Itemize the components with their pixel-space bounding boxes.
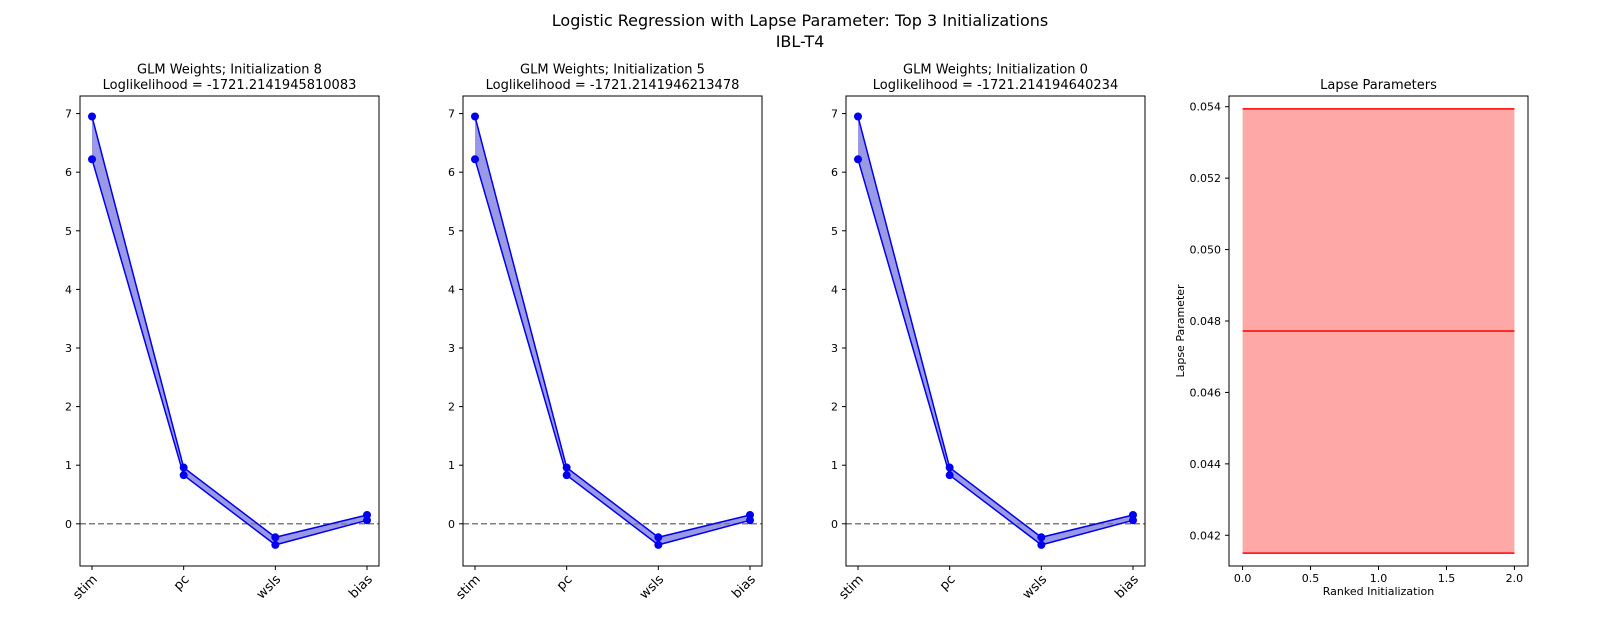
y-tick-label: 3 bbox=[831, 342, 838, 355]
y-axis-label: Lapse Parameter bbox=[1174, 284, 1187, 378]
x-tick-label: 1.0 bbox=[1370, 572, 1388, 585]
weight-point-bias bbox=[1129, 516, 1137, 525]
x-tick-label-stim: stim bbox=[453, 572, 484, 603]
y-tick-label: 0 bbox=[65, 518, 72, 531]
y-tick-label: 3 bbox=[448, 342, 455, 355]
weight-point-wsls bbox=[271, 533, 280, 542]
axes-frame bbox=[462, 95, 763, 567]
lapse-panel: Lapse Parameters Ranked Initialization L… bbox=[1174, 78, 1529, 598]
weights-panel-init-5: GLM Weights; Initialization 5 Loglikelih… bbox=[448, 63, 763, 603]
weight-point-pc bbox=[945, 471, 954, 480]
y-tick-label: 2 bbox=[448, 401, 455, 414]
x-tick-label-bias: bias bbox=[346, 572, 376, 602]
panel-subtitle: Loglikelihood = -1721.2141946213478 bbox=[486, 78, 740, 93]
y-tick-label: 2 bbox=[65, 401, 72, 414]
weight-point-wsls bbox=[1037, 533, 1046, 542]
y-tick-label: 5 bbox=[65, 225, 72, 238]
panel-title: GLM Weights; Initialization 5 bbox=[520, 63, 705, 78]
x-axis-label: Ranked Initialization bbox=[1323, 585, 1434, 598]
weight-point-pc bbox=[562, 471, 571, 480]
x-tick-label-wsls: wsls bbox=[637, 572, 667, 602]
x-tick-label-bias: bias bbox=[729, 572, 759, 602]
y-tick-label: 6 bbox=[65, 166, 72, 179]
y-tick-label: 0 bbox=[831, 518, 838, 531]
x-tick-label-pc: pc bbox=[554, 572, 576, 594]
weight-point-wsls bbox=[1037, 540, 1046, 549]
weight-point-stim bbox=[854, 155, 862, 164]
weights-band bbox=[858, 116, 1133, 545]
weight-point-pc bbox=[179, 471, 188, 480]
x-tick-label: 1.5 bbox=[1438, 572, 1456, 585]
x-tick-label-pc: pc bbox=[937, 572, 959, 594]
panel-title: Lapse Parameters bbox=[1320, 78, 1437, 93]
y-tick-label: 0.046 bbox=[1190, 386, 1222, 399]
y-tick-label: 0.042 bbox=[1190, 529, 1222, 542]
y-tick-label: 7 bbox=[65, 108, 72, 121]
x-tick-label: 2.0 bbox=[1506, 572, 1524, 585]
y-tick-label: 6 bbox=[831, 166, 838, 179]
y-tick-label: 7 bbox=[448, 108, 455, 121]
panel-title: GLM Weights; Initialization 8 bbox=[137, 63, 322, 78]
x-tick-label: 0.0 bbox=[1234, 572, 1252, 585]
panel-subtitle: Loglikelihood = -1721.2141945810083 bbox=[103, 78, 357, 93]
weights-band bbox=[92, 116, 367, 545]
weights-panel-init-0: GLM Weights; Initialization 0 Loglikelih… bbox=[831, 63, 1146, 603]
x-tick-label-wsls: wsls bbox=[1020, 572, 1050, 602]
weight-point-wsls bbox=[271, 540, 280, 549]
y-tick-label: 2 bbox=[831, 401, 838, 414]
weights-band bbox=[475, 116, 750, 545]
y-tick-label: 3 bbox=[65, 342, 72, 355]
weight-point-wsls bbox=[654, 533, 663, 542]
x-tick-label-pc: pc bbox=[171, 572, 193, 594]
y-tick-label: 0.050 bbox=[1190, 244, 1222, 257]
x-tick-label-wsls: wsls bbox=[254, 572, 284, 602]
y-tick-label: 6 bbox=[448, 166, 455, 179]
weight-point-bias bbox=[363, 516, 371, 525]
weights-series-line bbox=[857, 116, 1134, 539]
weight-point-wsls bbox=[654, 540, 663, 549]
y-tick-label: 0.044 bbox=[1190, 458, 1222, 471]
weight-point-stim bbox=[88, 112, 96, 121]
axes-frame bbox=[845, 95, 1146, 567]
weights-panel-init-8: GLM Weights; Initialization 8 Loglikelih… bbox=[65, 63, 380, 603]
x-tick-label-stim: stim bbox=[836, 572, 867, 603]
y-tick-label: 7 bbox=[831, 108, 838, 121]
weight-point-stim bbox=[854, 112, 862, 121]
weight-point-stim bbox=[88, 155, 96, 164]
x-tick-label-stim: stim bbox=[70, 572, 101, 603]
x-tick-label: 0.5 bbox=[1302, 572, 1320, 585]
figure-subtitle: IBL-T4 bbox=[776, 32, 825, 51]
y-tick-label: 4 bbox=[65, 283, 72, 296]
y-tick-label: 1 bbox=[831, 459, 838, 472]
y-tick-label: 0.054 bbox=[1190, 101, 1222, 114]
y-tick-label: 4 bbox=[448, 283, 455, 296]
y-tick-label: 4 bbox=[831, 283, 838, 296]
x-tick-label-bias: bias bbox=[1112, 572, 1142, 602]
weights-series-line bbox=[474, 116, 751, 539]
weight-point-stim bbox=[471, 112, 479, 121]
figure-title: Logistic Regression with Lapse Parameter… bbox=[552, 11, 1048, 30]
y-tick-label: 5 bbox=[831, 225, 838, 238]
weights-series-line bbox=[474, 159, 751, 546]
y-tick-label: 5 bbox=[448, 225, 455, 238]
weight-point-bias bbox=[746, 516, 754, 525]
weights-series-line bbox=[857, 159, 1134, 546]
axes-frame bbox=[79, 95, 380, 567]
y-tick-label: 0.052 bbox=[1190, 172, 1222, 185]
y-tick-label: 1 bbox=[65, 459, 72, 472]
panel-title: GLM Weights; Initialization 0 bbox=[903, 63, 1088, 78]
y-tick-label: 0 bbox=[448, 518, 455, 531]
y-tick-label: 0.048 bbox=[1190, 315, 1222, 328]
y-tick-label: 1 bbox=[448, 459, 455, 472]
panel-subtitle: Loglikelihood = -1721.214194640234 bbox=[873, 78, 1118, 93]
weight-point-stim bbox=[471, 155, 479, 164]
weights-series-line bbox=[91, 159, 368, 546]
weights-series-line bbox=[91, 116, 368, 539]
